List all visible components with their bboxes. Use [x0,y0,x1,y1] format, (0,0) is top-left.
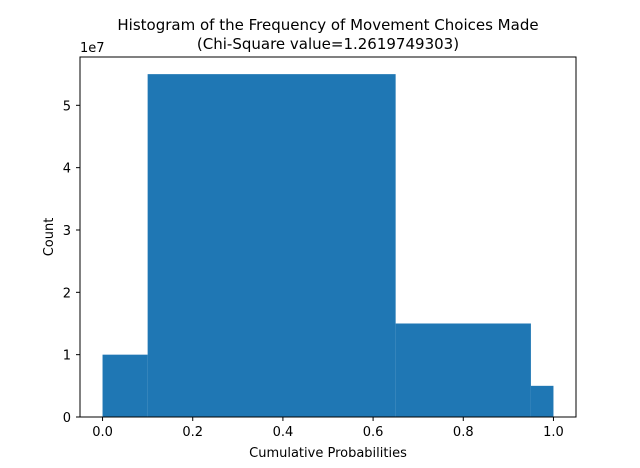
plot-frame [79,56,577,418]
y-tick-label: 4 [63,162,71,177]
y-axis-ticks: 0 1 2 3 4 5 [63,99,80,426]
y-tick-label: 5 [63,99,71,114]
y-axis-label: Count [42,218,57,257]
y-tick-label: 2 [63,286,71,301]
x-tick-label: 0.4 [273,425,294,440]
histogram-bar-2 [395,323,531,417]
histogram-bar-3 [530,385,554,417]
histogram-bar-1 [147,74,396,418]
x-tick-label: 0.6 [363,425,384,440]
x-axis-ticks: 0.0 0.2 0.4 0.6 0.8 1.0 [92,417,564,440]
y-tick-label: 1 [63,349,71,364]
chart-title-line-1: Histogram of the Frequency of Movement C… [117,16,538,34]
y-tick-label: 0 [63,411,71,426]
y-tick-label: 3 [63,224,71,239]
x-tick-label: 0.0 [92,425,113,440]
x-tick-label: 0.2 [182,425,203,440]
x-axis-label: Cumulative Probabilities [249,446,407,461]
chart-title-line-2: (Chi-Square value=1.2619749303) [197,35,459,53]
x-tick-label: 1.0 [543,425,564,440]
y-offset-label: 1e7 [80,41,105,56]
histogram-bar-0 [102,354,148,417]
x-tick-label: 0.8 [453,425,474,440]
bars-group [102,74,554,418]
